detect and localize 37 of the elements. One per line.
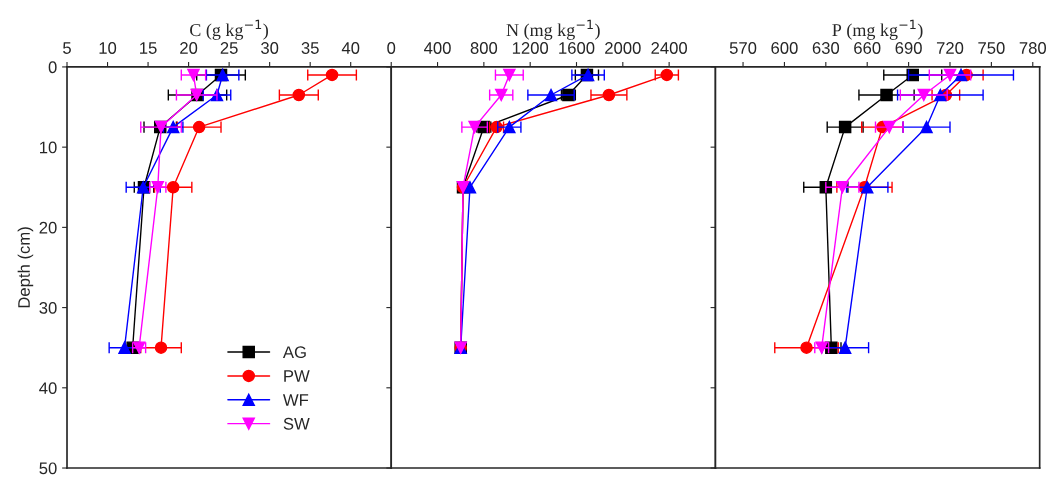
x-tick-label: 1600	[559, 42, 595, 54]
x-tick-label: 400	[424, 42, 451, 54]
x-tick-label: 35	[301, 42, 319, 54]
y-tick-label: 0	[48, 61, 57, 74]
x-tick-label: 5	[63, 42, 71, 54]
x-axis-title: P (mg kg$^{−1}$)	[832, 19, 923, 40]
y-tick-label: 40	[39, 382, 57, 395]
y-tick-label: 10	[40, 141, 57, 154]
x-tick-label: 630	[812, 42, 840, 54]
x-tick-label: 15	[140, 42, 157, 54]
x-tick-label: 780	[1019, 42, 1047, 54]
x-tick-label: 1200	[512, 42, 549, 54]
x-tick-label: 660	[854, 42, 881, 54]
x-tick-label: 750	[978, 42, 1005, 54]
x-tick-label: 2400	[651, 42, 688, 54]
y-tick-label: 30	[39, 301, 57, 314]
legend-label: WF	[282, 394, 309, 406]
x-tick-label: 10	[99, 42, 117, 54]
y-tick-label: 20	[39, 221, 57, 234]
x-tick-label: 600	[771, 42, 798, 54]
legend-label: PW	[284, 370, 310, 382]
x-tick-label: 690	[895, 42, 922, 54]
legend-label: AG	[282, 346, 306, 359]
x-tick-label: 20	[180, 42, 198, 54]
x-axis-title: N (mg kg$^{−1}$)	[506, 19, 600, 40]
x-tick-label: 30	[261, 42, 279, 54]
x-tick-label: 570	[729, 42, 757, 54]
y-tick-label: 50	[39, 462, 57, 475]
y-axis-title: Depth (cm)	[17, 227, 34, 308]
x-tick-label: 2000	[605, 42, 641, 54]
x-axis-title: C (g kg$^{−1}$)	[190, 19, 268, 40]
x-tick-label: 0	[387, 42, 396, 54]
legend-label: SW	[283, 417, 310, 430]
x-tick-label: 720	[936, 42, 964, 54]
x-tick-label: 800	[470, 42, 498, 54]
x-tick-label: 25	[220, 42, 238, 54]
x-tick-label: 40	[341, 42, 360, 54]
